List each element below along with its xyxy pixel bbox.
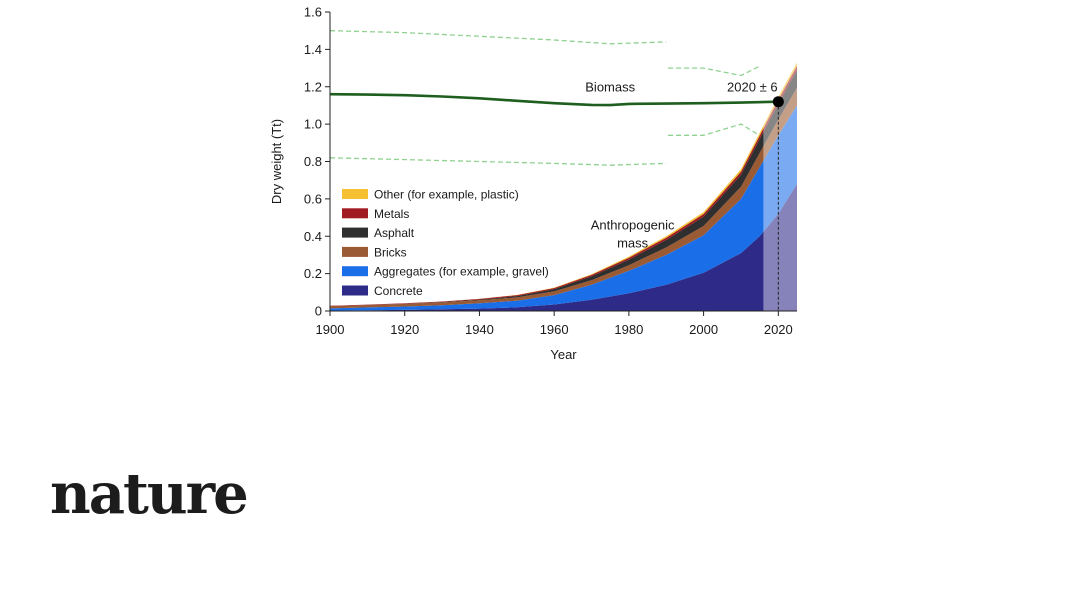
annotation-anthropogenic: Anthropogenic — [591, 218, 675, 233]
biomass-uncertainty-bounds — [329, 30, 760, 166]
y-tick-label: 0 — [315, 304, 322, 319]
axes: 0 0.2 0.4 0.6 0.8 1.0 1.2 1.4 1.6 1900 1920 1940 196… — [269, 5, 797, 362]
y-tick-label: 1.2 — [304, 79, 322, 94]
legend-swatch-concrete — [342, 285, 368, 296]
crossover-point — [772, 96, 784, 108]
x-tick-label: 1960 — [540, 322, 569, 337]
y-tick-label: 0.6 — [304, 191, 322, 206]
y-tick-label: 1.6 — [304, 5, 322, 20]
x-tick-label: 2000 — [689, 322, 718, 337]
y-tick-label: 1.0 — [304, 117, 322, 132]
legend-label-concrete: Concrete — [374, 284, 423, 298]
y-tick-label: 1.4 — [304, 42, 322, 57]
legend: Other (for example, plastic) Metals Asphal… — [342, 188, 549, 298]
y-tick-label: 0.8 — [304, 154, 322, 169]
legend-label-aggregates: Aggregates (for example, gravel) — [374, 265, 549, 279]
legend-label-metals: Metals — [374, 207, 409, 221]
x-axis-label: Year — [550, 347, 577, 362]
uncertainty-region — [763, 12, 799, 311]
legend-swatch-other — [342, 189, 368, 199]
legend-swatch-metals — [342, 208, 368, 219]
area-concrete — [330, 183, 797, 311]
legend-swatch-aggregates — [342, 266, 368, 277]
y-tick-label: 0.2 — [304, 266, 322, 281]
y-tick-label: 0.4 — [304, 229, 322, 244]
x-tick-label: 1900 — [316, 322, 345, 337]
biomass-lower-bound — [329, 157, 667, 166]
legend-swatch-asphalt — [342, 227, 368, 238]
x-tick-label: 2020 — [764, 322, 793, 337]
y-axis-label: Dry weight (Tt) — [269, 119, 284, 204]
biomass-line — [329, 92, 779, 107]
legend-label-other: Other (for example, plastic) — [374, 188, 519, 202]
area-aggregates — [330, 105, 797, 311]
stacked-areas — [330, 62, 797, 311]
biomass-upper-bound — [329, 30, 667, 45]
annotation-mass: mass — [617, 235, 649, 250]
x-tick-label: 1980 — [614, 322, 643, 337]
annotations: Biomass Anthropogenic mass — [585, 79, 675, 250]
annotation-biomass: Biomass — [585, 79, 635, 94]
x-tick-label: 1940 — [465, 322, 494, 337]
legend-label-bricks: Bricks — [374, 245, 407, 259]
legend-label-asphalt: Asphalt — [374, 226, 415, 240]
crossover-label: 2020 ± 6 — [727, 80, 778, 95]
nature-logo: nature — [50, 461, 249, 527]
biomass-lower-bound-recent — [668, 123, 760, 136]
x-tick-label: 1920 — [390, 322, 419, 337]
biomass-upper-bound-recent — [668, 65, 760, 77]
legend-swatch-bricks — [342, 246, 368, 257]
